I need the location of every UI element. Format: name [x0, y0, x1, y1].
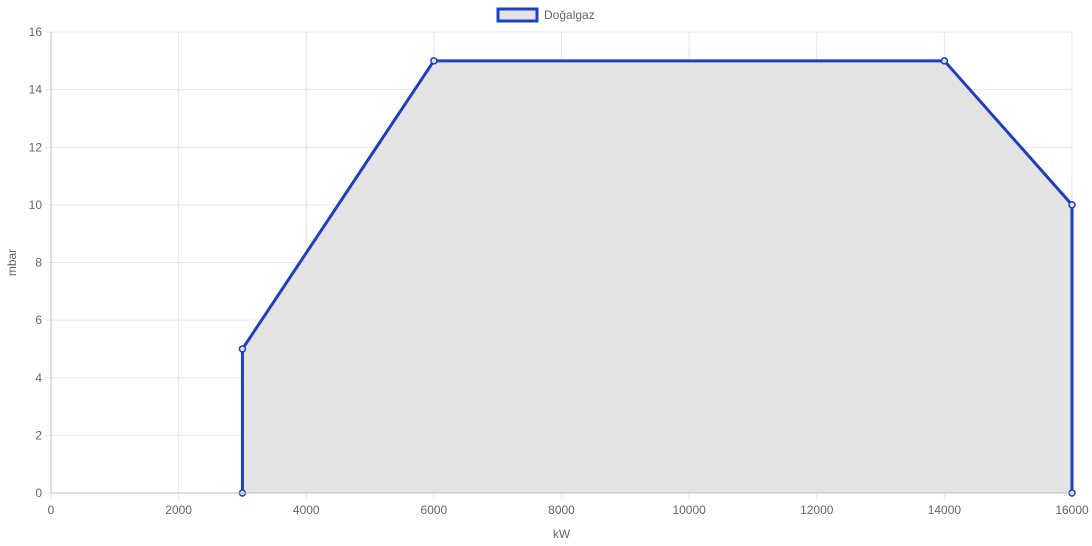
y-tick-label: 2 [35, 428, 42, 442]
x-tick-label: 16000 [1055, 503, 1089, 517]
y-tick-label: 6 [35, 313, 42, 327]
data-point [940, 57, 949, 65]
series-line [240, 59, 1074, 493]
y-tick-label: 16 [29, 25, 43, 39]
y-tick-label: 0 [35, 486, 42, 500]
x-tick-label: 14000 [928, 503, 962, 517]
legend-label[interactable]: Doğalgaz [544, 8, 595, 22]
legend[interactable]: Doğalgaz [496, 7, 595, 23]
series-area-fill [242, 60, 1072, 493]
y-tick-label: 12 [29, 140, 43, 154]
x-tick-label: 12000 [800, 503, 834, 517]
x-tick-label: 8000 [548, 503, 575, 517]
x-tick-label: 0 [48, 503, 55, 517]
x-tick-label: 10000 [672, 503, 706, 517]
x-axis-title: kW [553, 527, 571, 541]
x-tick-label: 4000 [293, 503, 320, 517]
data-point [1068, 201, 1076, 209]
legend-swatch[interactable] [496, 7, 539, 23]
plot-area [238, 57, 1076, 497]
axes: 0 2000 4000 6000 8000 10000 12000 14000 16000 0 2 4… [5, 25, 1089, 541]
data-point [430, 57, 438, 65]
data-point [238, 345, 247, 353]
y-tick-label: 10 [29, 198, 43, 212]
y-tick-label: 4 [35, 371, 42, 385]
y-axis-title: mbar [5, 249, 19, 276]
y-tick-label: 8 [35, 256, 42, 270]
x-tick-label: 6000 [421, 503, 448, 517]
x-tick-label: 2000 [165, 503, 192, 517]
y-tick-label: 14 [29, 83, 43, 97]
